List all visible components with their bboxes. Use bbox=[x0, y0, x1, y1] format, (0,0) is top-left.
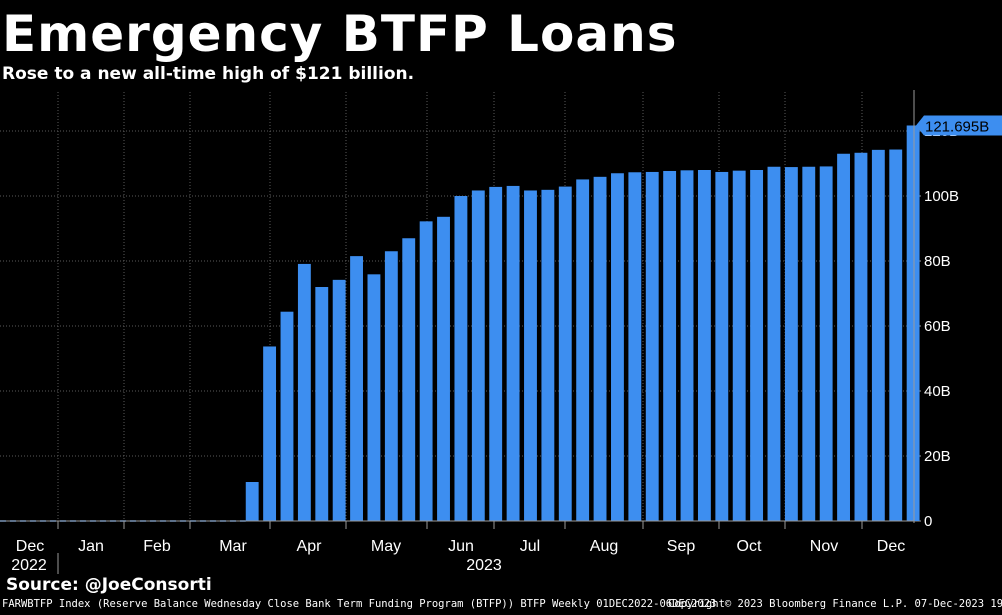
source-credit: Source: @JoeConsorti bbox=[6, 575, 212, 595]
chart-title: Emergency BTFP Loans bbox=[2, 5, 678, 63]
x-tick-label: Dec bbox=[16, 538, 44, 555]
bar bbox=[871, 149, 885, 521]
bar bbox=[384, 251, 398, 521]
y-tick-label: 40B bbox=[924, 383, 951, 400]
bar bbox=[732, 170, 746, 521]
bar bbox=[854, 152, 868, 521]
bar bbox=[489, 186, 503, 521]
footer-series-info: FARWBTFP Index (Reserve Balance Wednesda… bbox=[2, 598, 717, 610]
x-tick-label: Oct bbox=[737, 538, 762, 555]
year-label: 2022 bbox=[11, 557, 47, 574]
x-tick-label: Feb bbox=[143, 538, 171, 555]
bar bbox=[611, 173, 624, 521]
x-tick-label: Jan bbox=[78, 538, 104, 555]
chart-subtitle: Rose to a new all-time high of $121 bill… bbox=[2, 64, 415, 84]
bar bbox=[263, 346, 277, 521]
bar bbox=[402, 238, 416, 521]
bar bbox=[437, 216, 450, 522]
x-tick-label: Jul bbox=[520, 538, 540, 555]
x-tick-label: Jun bbox=[448, 538, 474, 555]
bar bbox=[350, 256, 363, 521]
bar bbox=[750, 170, 764, 521]
y-tick-label: 60B bbox=[924, 318, 951, 335]
bar bbox=[576, 179, 590, 522]
bar bbox=[628, 172, 642, 521]
last-value-label: 121.695B bbox=[925, 118, 989, 135]
x-tick-label: Apr bbox=[297, 538, 323, 555]
bar bbox=[680, 170, 694, 521]
x-tick-label: Mar bbox=[219, 538, 247, 555]
bar bbox=[558, 186, 572, 521]
x-tick-label: Aug bbox=[590, 538, 618, 555]
bar bbox=[837, 153, 850, 521]
bar bbox=[454, 196, 468, 521]
bar bbox=[663, 170, 677, 521]
bar bbox=[297, 263, 311, 521]
bar bbox=[593, 176, 607, 521]
y-tick-label: 80B bbox=[924, 253, 951, 270]
y-tick-label: 100B bbox=[924, 188, 959, 205]
x-tick-label: Nov bbox=[810, 538, 838, 555]
footer-info: FARWBTFP Index (Reserve Balance Wednesda… bbox=[2, 598, 1002, 610]
bar bbox=[315, 287, 329, 521]
bar bbox=[906, 125, 920, 522]
bar bbox=[471, 190, 485, 521]
bar bbox=[715, 171, 729, 521]
bar bbox=[245, 482, 259, 521]
last-value-tag bbox=[916, 115, 1002, 136]
x-tick-label: Dec bbox=[877, 538, 905, 555]
bar bbox=[419, 221, 433, 521]
year-label: 2023 bbox=[466, 557, 502, 574]
bar bbox=[784, 167, 798, 521]
bar bbox=[524, 190, 537, 521]
bar bbox=[889, 149, 903, 521]
bar bbox=[332, 279, 346, 521]
bar bbox=[802, 166, 816, 521]
footer-copyright: Copyright© 2023 Bloomberg Finance L.P. 0… bbox=[668, 598, 1002, 610]
x-tick-label: Sep bbox=[667, 538, 696, 555]
bar bbox=[506, 185, 520, 522]
y-tick-label: 20B bbox=[924, 448, 951, 465]
bar bbox=[541, 189, 555, 521]
bar bbox=[697, 170, 711, 521]
y-tick-label: 0 bbox=[924, 513, 932, 530]
bar bbox=[645, 171, 659, 521]
x-tick-label: May bbox=[371, 538, 401, 555]
bar bbox=[280, 311, 294, 521]
bar bbox=[767, 166, 781, 521]
bar bbox=[819, 166, 833, 522]
bar bbox=[367, 274, 381, 521]
